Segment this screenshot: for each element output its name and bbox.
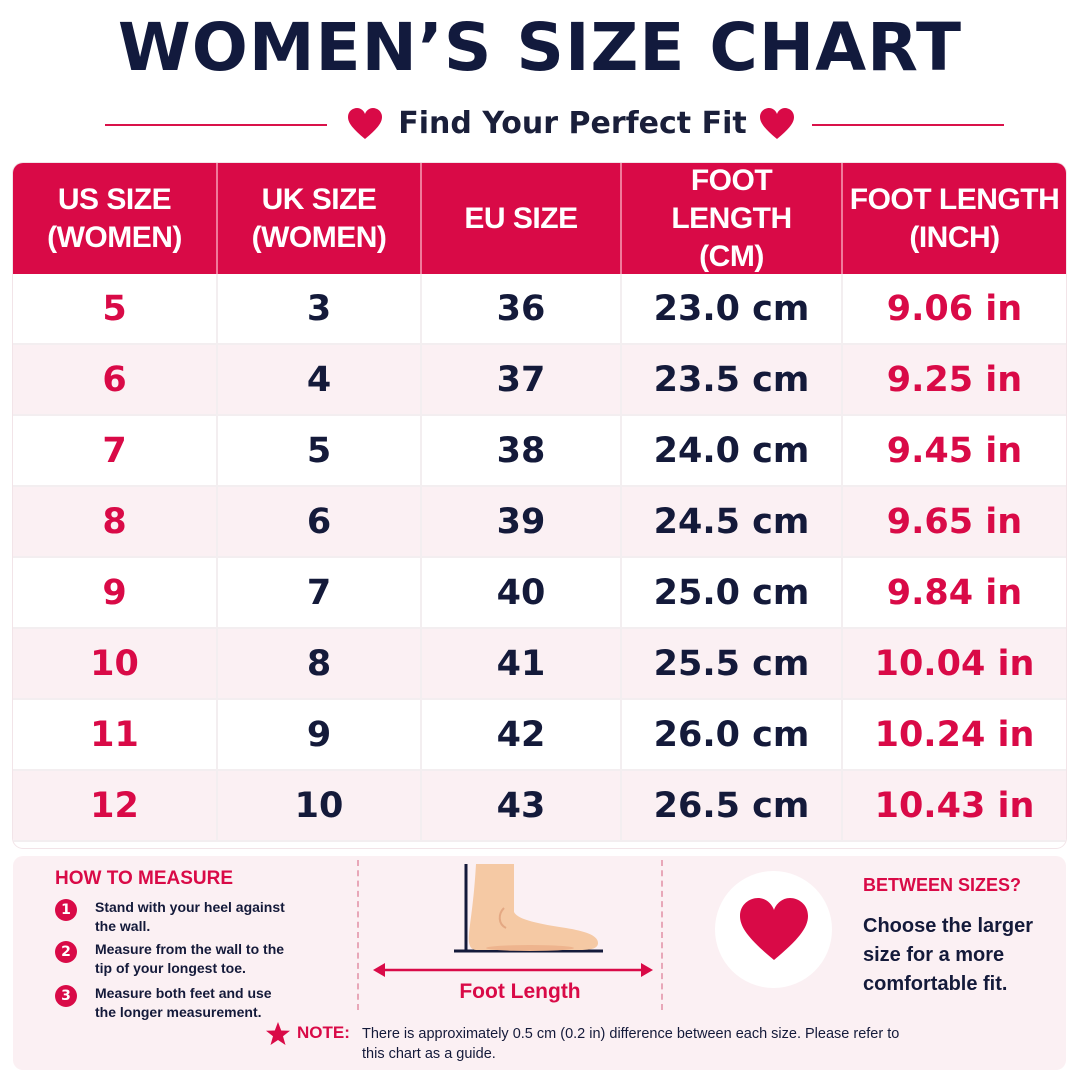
table-row: 9 7 40 25.0 cm 9.84 in — [13, 558, 1066, 629]
header-foot-length-inch: FOOT LENGTH (INCH) — [849, 182, 1060, 254]
header-eu-size: EU SIZE — [422, 163, 622, 274]
cell-eu-size: 38 — [422, 416, 622, 485]
note-label: NOTE: — [297, 1023, 350, 1042]
heart-icon — [760, 108, 794, 139]
cell-foot-cm: 23.0 cm — [622, 274, 843, 343]
table-row: 7 5 38 24.0 cm 9.45 in — [13, 416, 1066, 487]
cell-foot-cm: 26.5 cm — [622, 771, 843, 840]
cell-eu-size: 42 — [422, 700, 622, 769]
step-number-badge: 2 — [55, 941, 77, 963]
table-row: 10 8 41 25.5 cm 10.04 in — [13, 629, 1066, 700]
cell-uk-size: 9 — [218, 700, 422, 769]
step-text: Measure from the wall to the tip of your… — [95, 941, 285, 976]
step-number-badge: 3 — [55, 985, 77, 1007]
divider-left — [105, 124, 327, 126]
cell-us-size: 7 — [13, 416, 218, 485]
cell-us-size: 5 — [13, 274, 218, 343]
step-number-badge: 1 — [55, 899, 77, 921]
length-arrow — [373, 963, 653, 977]
header-uk-size: UK SIZE (WOMEN) — [218, 163, 422, 274]
cell-uk-size: 6 — [218, 487, 422, 556]
cell-foot-inch: 9.25 in — [886, 359, 1023, 400]
subtitle-row: Find Your Perfect Fit — [0, 100, 1080, 150]
divider-right — [812, 124, 1004, 126]
star-icon — [266, 1022, 290, 1045]
table-row: 8 6 39 24.5 cm 9.65 in — [13, 487, 1066, 558]
table-row: 6 4 37 23.5 cm 9.25 in — [13, 345, 1066, 416]
cell-uk-size: 5 — [218, 416, 422, 485]
page-title: WOMEN’S SIZE CHART — [117, 9, 963, 86]
cell-eu-size: 40 — [422, 558, 622, 627]
cell-foot-cm: 25.5 cm — [622, 629, 843, 698]
cell-eu-size: 36 — [422, 274, 622, 343]
header-us-size: US SIZE (WOMEN) — [13, 163, 218, 274]
cell-uk-size: 4 — [218, 345, 422, 414]
cell-eu-size: 39 — [422, 487, 622, 556]
header-foot-length-cm: FOOT LENGTH (CM) — [622, 163, 843, 274]
cell-foot-cm: 23.5 cm — [622, 345, 843, 414]
note-text: There is approximately 0.5 cm (0.2 in) d… — [362, 1026, 900, 1062]
cell-us-size: 8 — [13, 487, 218, 556]
cell-foot-inch: 9.84 in — [886, 572, 1023, 613]
heart-icon — [739, 897, 808, 960]
info-panel: HOW TO MEASURE 1 Stand with your heel ag… — [13, 856, 1066, 1070]
how-to-measure-title: HOW TO MEASURE — [55, 868, 234, 889]
cell-foot-cm: 24.0 cm — [622, 416, 843, 485]
cell-foot-cm: 24.5 cm — [622, 487, 843, 556]
size-table: US SIZE (WOMEN) UK SIZE (WOMEN) EU SIZE … — [13, 163, 1066, 848]
cell-uk-size: 3 — [218, 274, 422, 343]
cell-us-size: 12 — [13, 771, 218, 840]
heart-icon — [348, 108, 382, 139]
cell-us-size: 10 — [13, 629, 218, 698]
between-sizes-title: BETWEEN SIZES? — [863, 875, 1022, 895]
cell-foot-inch: 10.04 in — [874, 643, 1035, 684]
cell-eu-size: 43 — [422, 771, 622, 840]
cell-foot-inch: 9.45 in — [886, 430, 1023, 471]
cell-uk-size: 8 — [218, 629, 422, 698]
cell-foot-inch: 10.43 in — [874, 785, 1035, 826]
dashed-divider — [661, 860, 663, 1010]
heart-badge — [715, 871, 832, 988]
cell-us-size: 9 — [13, 558, 218, 627]
cell-us-size: 6 — [13, 345, 218, 414]
table-body: 5 3 36 23.0 cm 9.06 in 6 4 37 23.5 cm 9.… — [13, 274, 1066, 842]
table-row: 5 3 36 23.0 cm 9.06 in — [13, 274, 1066, 345]
table-header: US SIZE (WOMEN) UK SIZE (WOMEN) EU SIZE … — [13, 163, 1066, 274]
dashed-divider — [357, 860, 359, 1010]
step-text: Measure both feet and use the longer mea… — [95, 985, 272, 1020]
cell-foot-cm: 26.0 cm — [622, 700, 843, 769]
page-subtitle: Find Your Perfect Fit — [398, 106, 747, 141]
foot-length-label: Foot Length — [459, 980, 581, 1003]
table-row: 12 10 43 26.5 cm 10.43 in — [13, 771, 1066, 842]
cell-uk-size: 10 — [218, 771, 422, 840]
cell-foot-cm: 25.0 cm — [622, 558, 843, 627]
foot-icon — [454, 864, 603, 953]
cell-us-size: 11 — [13, 700, 218, 769]
cell-foot-inch: 9.65 in — [886, 501, 1023, 542]
cell-foot-inch: 10.24 in — [874, 714, 1035, 755]
cell-eu-size: 37 — [422, 345, 622, 414]
between-sizes-text: Choose the larger size for a more comfor… — [863, 915, 1034, 995]
step-text: Stand with your heel against the wall. — [95, 899, 285, 934]
cell-uk-size: 7 — [218, 558, 422, 627]
cell-foot-inch: 9.06 in — [886, 288, 1023, 329]
table-row: 11 9 42 26.0 cm 10.24 in — [13, 700, 1066, 771]
cell-eu-size: 41 — [422, 629, 622, 698]
